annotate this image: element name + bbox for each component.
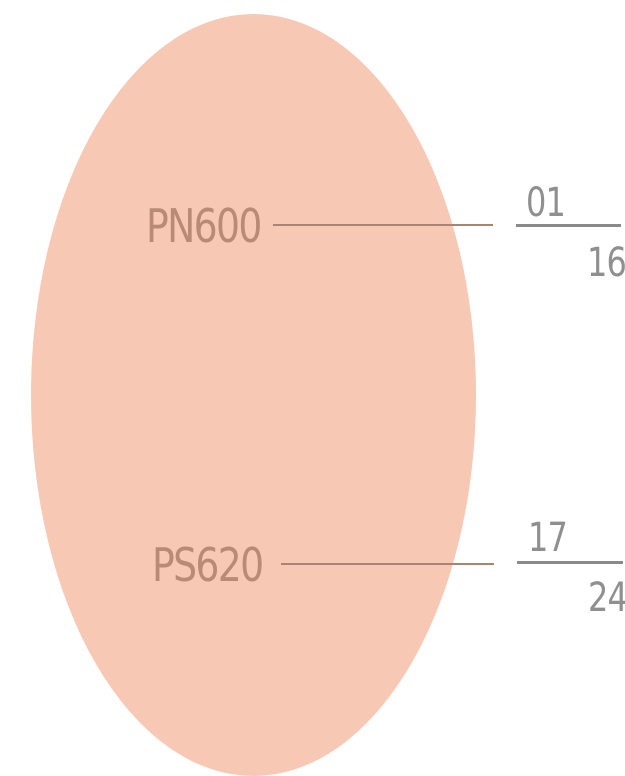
code-group-ellipse [31, 14, 476, 776]
range-divider-pn600 [516, 224, 621, 227]
code-label-pn600: PN600 [146, 199, 262, 253]
range-end-ps620: 24 [588, 575, 625, 621]
range-end-pn600: 16 [587, 240, 625, 286]
code-label-ps620: PS620 [152, 538, 264, 592]
range-divider-ps620 [517, 561, 623, 564]
leader-line-pn600 [273, 224, 493, 226]
range-start-pn600: 01 [526, 180, 566, 226]
leader-line-ps620 [281, 563, 494, 565]
range-start-ps620: 17 [528, 515, 568, 561]
